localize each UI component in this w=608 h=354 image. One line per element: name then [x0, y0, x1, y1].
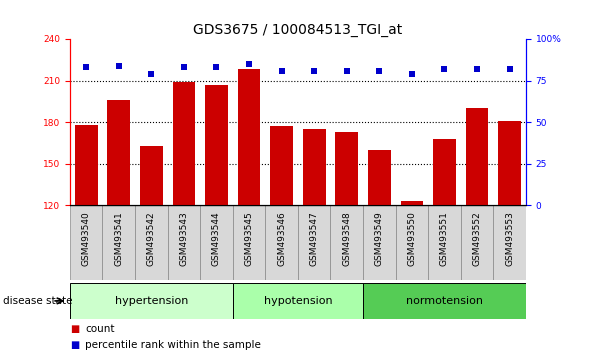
Bar — [368, 150, 391, 205]
Bar — [331, 205, 363, 280]
Point — [114, 63, 123, 68]
Bar — [363, 283, 526, 319]
Text: count: count — [85, 324, 115, 334]
Text: GSM493543: GSM493543 — [179, 211, 188, 266]
Text: hypotension: hypotension — [264, 296, 332, 306]
Text: GSM493551: GSM493551 — [440, 211, 449, 266]
Bar — [70, 205, 103, 280]
Text: normotension: normotension — [406, 296, 483, 306]
Bar — [75, 125, 98, 205]
Text: GSM493541: GSM493541 — [114, 211, 123, 266]
Text: GSM493548: GSM493548 — [342, 211, 351, 266]
Point — [81, 64, 91, 70]
Text: GSM493549: GSM493549 — [375, 211, 384, 266]
Text: GSM493546: GSM493546 — [277, 211, 286, 266]
Bar — [233, 205, 265, 280]
Text: GSM493544: GSM493544 — [212, 211, 221, 266]
Point — [342, 68, 351, 73]
Bar — [205, 85, 228, 205]
Bar — [265, 205, 298, 280]
Bar — [168, 205, 200, 280]
Point — [407, 71, 416, 77]
Bar — [233, 283, 363, 319]
Point — [309, 68, 319, 73]
Point — [440, 66, 449, 72]
Point — [147, 71, 156, 77]
Bar — [108, 100, 130, 205]
Bar — [270, 126, 293, 205]
Point — [179, 64, 188, 70]
Point — [375, 68, 384, 73]
Bar — [103, 205, 135, 280]
Bar — [401, 201, 423, 205]
Text: ■: ■ — [70, 340, 79, 350]
Bar — [466, 108, 488, 205]
Text: disease state: disease state — [3, 296, 72, 306]
Point — [472, 66, 482, 72]
Bar — [140, 146, 163, 205]
Bar — [428, 205, 461, 280]
Bar — [70, 283, 233, 319]
Point — [244, 61, 254, 67]
Bar — [396, 205, 428, 280]
Text: GSM493547: GSM493547 — [309, 211, 319, 266]
Bar — [461, 205, 493, 280]
Bar — [493, 205, 526, 280]
Bar — [238, 69, 260, 205]
Text: ■: ■ — [70, 324, 79, 334]
Text: hypertension: hypertension — [115, 296, 188, 306]
Bar — [303, 129, 326, 205]
Text: GSM493542: GSM493542 — [147, 211, 156, 266]
Bar — [433, 139, 456, 205]
Text: GSM493553: GSM493553 — [505, 211, 514, 266]
Text: GSM493545: GSM493545 — [244, 211, 254, 266]
Text: GSM493550: GSM493550 — [407, 211, 416, 266]
Point — [505, 66, 514, 72]
Text: percentile rank within the sample: percentile rank within the sample — [85, 340, 261, 350]
Bar — [135, 205, 168, 280]
Bar — [336, 132, 358, 205]
Text: GSM493552: GSM493552 — [472, 211, 482, 266]
Text: GSM493540: GSM493540 — [81, 211, 91, 266]
Bar — [498, 121, 521, 205]
Bar — [298, 205, 331, 280]
Point — [212, 64, 221, 70]
Point — [277, 68, 286, 73]
Bar — [173, 82, 195, 205]
Bar — [363, 205, 396, 280]
Title: GDS3675 / 100084513_TGI_at: GDS3675 / 100084513_TGI_at — [193, 23, 402, 36]
Bar — [200, 205, 233, 280]
